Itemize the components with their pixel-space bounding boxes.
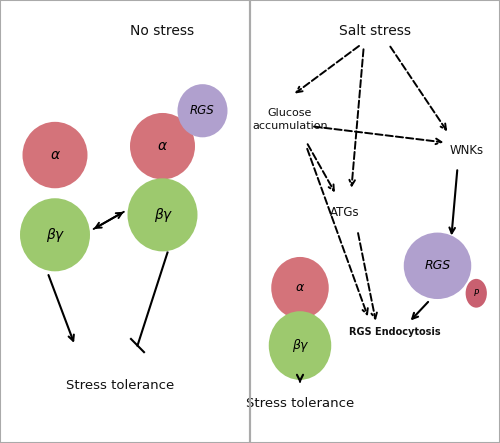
Text: P: P xyxy=(474,289,479,298)
Text: RGS: RGS xyxy=(190,104,215,117)
Text: WNKs: WNKs xyxy=(450,144,484,157)
Ellipse shape xyxy=(130,113,195,179)
Text: βγ: βγ xyxy=(292,339,308,352)
Ellipse shape xyxy=(466,279,487,307)
Text: RGS Endocytosis: RGS Endocytosis xyxy=(349,327,441,337)
Text: βγ: βγ xyxy=(46,228,64,242)
Text: Salt stress: Salt stress xyxy=(339,24,411,38)
Ellipse shape xyxy=(22,122,88,188)
Text: α: α xyxy=(50,148,59,162)
Text: Stress tolerance: Stress tolerance xyxy=(66,379,174,392)
Text: α: α xyxy=(296,281,304,295)
Text: Stress tolerance: Stress tolerance xyxy=(246,396,354,410)
Text: Glucose
accumulation: Glucose accumulation xyxy=(252,109,328,131)
Ellipse shape xyxy=(128,178,198,252)
Text: α: α xyxy=(158,139,167,153)
Ellipse shape xyxy=(178,84,228,137)
Ellipse shape xyxy=(269,311,331,380)
Text: ATGs: ATGs xyxy=(330,206,360,219)
Text: RGS: RGS xyxy=(424,259,450,272)
Text: βγ: βγ xyxy=(154,208,171,222)
Ellipse shape xyxy=(20,198,90,271)
Text: No stress: No stress xyxy=(130,24,194,38)
Ellipse shape xyxy=(404,233,471,299)
Ellipse shape xyxy=(271,257,329,319)
